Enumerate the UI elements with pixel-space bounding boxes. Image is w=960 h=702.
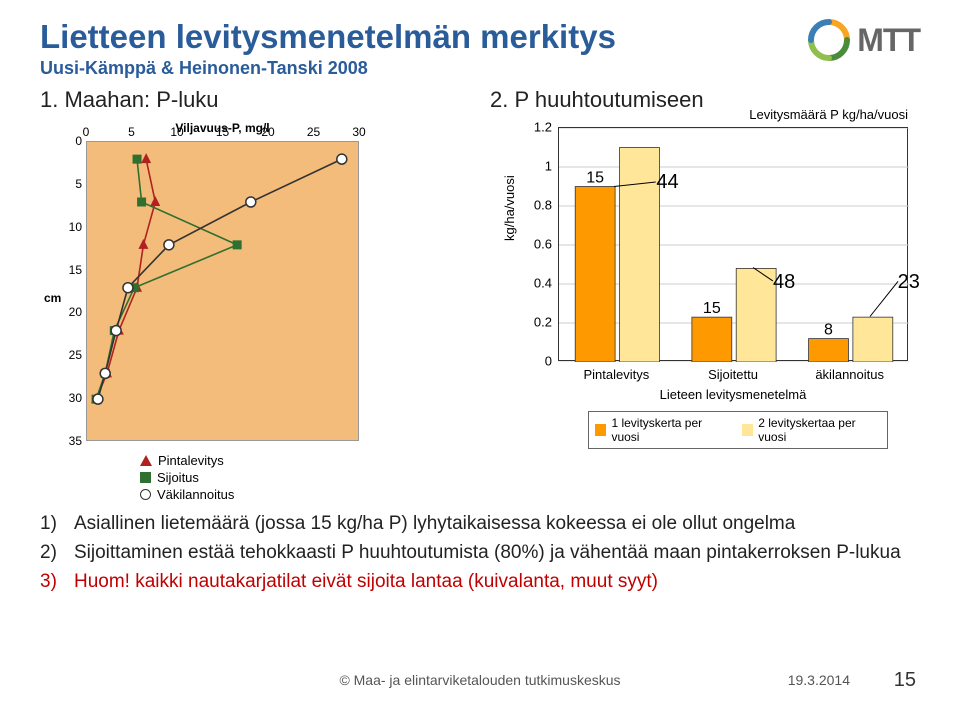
chart1-plot xyxy=(86,141,359,441)
swatch-0 xyxy=(595,424,606,436)
swatch-1 xyxy=(742,424,753,436)
logo: MTT xyxy=(807,18,920,62)
chart2-ytick: 0 xyxy=(528,354,552,369)
slide: MTT Lietteen levitysmenetelmän merkitys … xyxy=(0,0,960,702)
chart1: Viljavuus-P, mg/l cm 051015202530 051015… xyxy=(40,121,390,451)
logo-swirl-icon xyxy=(807,18,851,62)
chart2-ytick: 1.2 xyxy=(528,120,552,135)
legend1-label-0: Pintalevitys xyxy=(158,453,224,468)
bullets: 1) Asiallinen lietemäärä (jossa 15 kg/ha … xyxy=(40,511,920,594)
chart1-legend: Pintalevitys Sijoitus Väkilannoitus xyxy=(140,453,234,504)
svg-text:15: 15 xyxy=(703,300,721,317)
chart1-ytick: 15 xyxy=(68,263,82,277)
circle-icon xyxy=(140,489,151,500)
page-title: Lietteen levitysmenetelmän merkitys xyxy=(40,18,920,56)
chart2-legend-label-0: 1 levityskerta per vuosi xyxy=(611,416,727,444)
bullet-3: 3) Huom! kaikki nautakarjatilat eivät sij… xyxy=(40,569,920,594)
bullet-3-text: Huom! kaikki nautakarjatilat eivät sijoi… xyxy=(74,569,658,594)
chart1-xtick: 15 xyxy=(216,125,229,139)
svg-text:8: 8 xyxy=(824,322,833,339)
footer: © Maa- ja elintarviketalouden tutkimuske… xyxy=(0,672,960,688)
chart1-xtick: 20 xyxy=(261,125,274,139)
chart1-xtick: 25 xyxy=(307,125,320,139)
footer-page: 15 xyxy=(894,669,916,692)
section1-head: 1. Maahan: P-luku xyxy=(40,87,460,113)
sections: 1. Maahan: P-luku Viljavuus-P, mg/l cm 0… xyxy=(40,87,920,451)
chart1-ytick: 10 xyxy=(68,220,82,234)
square-icon xyxy=(140,472,151,483)
chart2-callout: 23 xyxy=(898,271,920,294)
bullet-2-num: 2) xyxy=(40,540,64,565)
chart1-ytick: 5 xyxy=(68,177,82,191)
bullet-2-text: Sijoittaminen estää tehokkaasti P huuhto… xyxy=(74,540,901,565)
chart2-legend-1: 2 levityskertaa per vuosi xyxy=(742,416,881,444)
triangle-icon xyxy=(140,455,152,466)
svg-text:15: 15 xyxy=(586,170,604,187)
bullet-1-text: Asiallinen lietemäärä (jossa 15 kg/ha P)… xyxy=(74,511,795,536)
chart1-ytick: 35 xyxy=(68,434,82,448)
chart2-plot: 15 15 8 xyxy=(558,127,908,361)
section-2: 2. P huuhtoutumiseen Levitysmäärä P kg/h… xyxy=(490,87,920,451)
bullet-3-num: 3) xyxy=(40,569,64,594)
chart2-ytick: 0.8 xyxy=(528,198,552,213)
legend1-label-1: Sijoitus xyxy=(157,470,199,485)
chart2-category: Pintalevitys xyxy=(558,367,674,382)
bullet-2: 2) Sijoittaminen estää tehokkaasti P huuh… xyxy=(40,540,920,565)
chart2-callout: 44 xyxy=(656,171,678,194)
chart2-category: äkilannoitus xyxy=(792,367,908,382)
page-subtitle: Uusi-Kämppä & Heinonen-Tanski 2008 xyxy=(40,58,920,79)
chart1-xtick: 5 xyxy=(128,125,135,139)
chart2-title: Levitysmäärä P kg/ha/vuosi xyxy=(558,107,908,122)
chart2: Levitysmäärä P kg/ha/vuosi kg/ha/vuosi 1… xyxy=(490,121,920,451)
chart1-ytick: 30 xyxy=(68,391,82,405)
chart2-y-title: kg/ha/vuosi xyxy=(502,175,517,241)
logo-text: MTT xyxy=(857,22,920,59)
legend1-label-2: Väkilannoitus xyxy=(157,487,234,502)
chart2-legend: 1 levityskerta per vuosi 2 levityskertaa… xyxy=(588,411,888,449)
legend1-item-1: Sijoitus xyxy=(140,470,234,485)
chart2-ytick: 0.6 xyxy=(528,237,552,252)
footer-date: 19.3.2014 xyxy=(788,672,850,688)
chart2-ytick: 0.4 xyxy=(528,276,552,291)
chart1-xtick: 30 xyxy=(352,125,365,139)
legend1-item-0: Pintalevitys xyxy=(140,453,234,468)
chart2-x-axis-title: Lieteen levitysmenetelmä xyxy=(558,387,908,402)
bullet-1-num: 1) xyxy=(40,511,64,536)
chart2-ytick: 1 xyxy=(528,159,552,174)
bullet-1: 1) Asiallinen lietemäärä (jossa 15 kg/ha … xyxy=(40,511,920,536)
chart2-category: Sijoitettu xyxy=(675,367,791,382)
section-1: 1. Maahan: P-luku Viljavuus-P, mg/l cm 0… xyxy=(40,87,460,451)
chart1-ytick: 25 xyxy=(68,348,82,362)
chart2-legend-label-1: 2 levityskertaa per vuosi xyxy=(758,416,881,444)
chart1-ytick: 20 xyxy=(68,305,82,319)
chart2-ytick: 0.2 xyxy=(528,315,552,330)
chart1-ytick: 0 xyxy=(68,134,82,148)
chart1-y-title: cm xyxy=(44,291,61,305)
chart2-legend-0: 1 levityskerta per vuosi xyxy=(595,416,728,444)
chart1-xtick: 0 xyxy=(83,125,90,139)
legend1-item-2: Väkilannoitus xyxy=(140,487,234,502)
chart1-xtick: 10 xyxy=(170,125,183,139)
chart2-callout: 48 xyxy=(773,271,795,294)
